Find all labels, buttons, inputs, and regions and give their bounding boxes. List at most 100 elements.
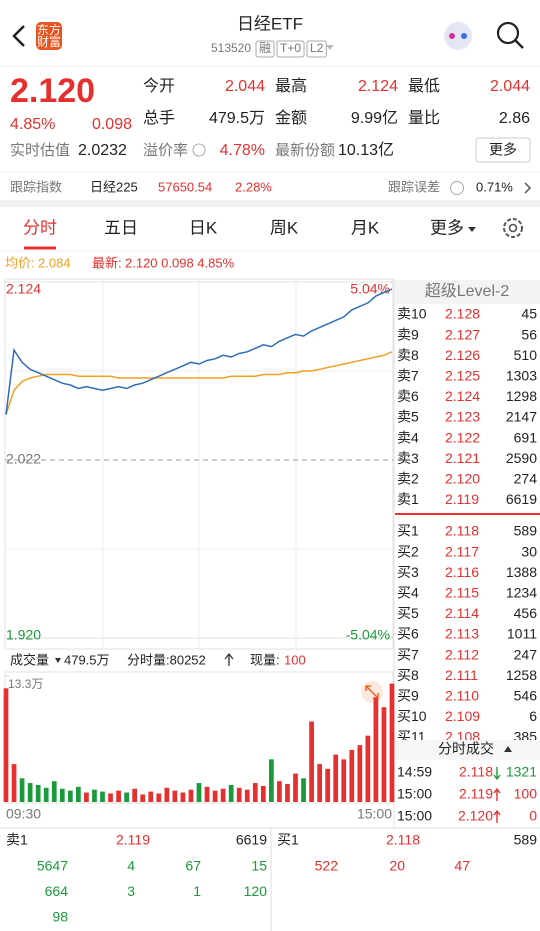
volume-bar	[285, 784, 290, 802]
tab[interactable]: 日K	[189, 218, 218, 237]
book-price: 2.113	[445, 626, 479, 642]
badge: 融	[259, 41, 271, 55]
dropdown-icon	[326, 45, 334, 50]
button-label: 更多	[489, 142, 517, 158]
book-label: 卖8	[397, 347, 419, 363]
page-title: 日经ETF	[237, 14, 303, 33]
chevron[interactable]	[524, 182, 532, 194]
trade-time: 15:00	[397, 808, 432, 824]
level2-title: 超级Level-2	[425, 282, 510, 300]
tab[interactable]: 更多	[430, 218, 464, 237]
back-button[interactable]	[12, 25, 25, 47]
book-volume: 456	[514, 605, 538, 621]
volume-bar	[349, 749, 355, 802]
volume-bar	[67, 790, 73, 802]
pct-tick-label: -5.04%	[346, 627, 390, 643]
volume-bar	[301, 778, 306, 802]
volume-bar	[108, 793, 113, 802]
book-price: 2.120	[445, 471, 480, 487]
book-volume: 546	[514, 688, 538, 704]
help-icon[interactable]	[450, 181, 464, 195]
level2-header	[395, 280, 540, 304]
badge-border	[276, 40, 305, 58]
book-volume: 2147	[506, 409, 537, 425]
volume-bar	[252, 783, 258, 802]
field-value: 0.71%	[476, 179, 513, 194]
dropdown-icon	[504, 746, 512, 752]
x-tick-label: 15:00	[357, 806, 392, 822]
volume-bar	[293, 773, 298, 802]
book-price: 2.127	[445, 326, 480, 342]
robot-eye	[461, 33, 467, 39]
book-volume: 247	[514, 646, 538, 662]
volume-bar	[19, 778, 25, 802]
book-price: 2.118	[445, 523, 479, 539]
volume-bar	[365, 735, 371, 802]
queue-label: 买1	[277, 832, 299, 848]
field-label: 最高	[275, 77, 307, 95]
queue-order: 4	[127, 858, 135, 874]
y-tick-label: 2.022	[6, 451, 41, 467]
tab[interactable]: 分时	[23, 218, 57, 237]
volume-current-label: 现量:	[250, 652, 280, 667]
book-label: 卖2	[397, 471, 419, 487]
volume-bar	[124, 792, 129, 802]
book-volume: 510	[514, 347, 538, 363]
field-label: 最低	[408, 77, 440, 95]
volume-bar	[357, 745, 363, 802]
book-label: 买6	[397, 626, 419, 642]
arrow-icon	[224, 652, 234, 666]
badge: L2	[310, 41, 324, 55]
queue-order: 47	[454, 858, 470, 874]
field-value: 2.0232	[78, 142, 127, 159]
change-amount: 0.098	[92, 116, 132, 133]
trade-price: 2.120	[458, 808, 493, 824]
pct-tick-label: 5.04%	[350, 281, 390, 297]
book-volume: 589	[514, 523, 538, 539]
trade-arrow	[493, 767, 501, 781]
volume-bar	[59, 788, 65, 802]
index-name: 日经225	[90, 179, 138, 194]
trade-arrow	[493, 787, 501, 801]
tab[interactable]: 月K	[351, 218, 380, 237]
field-value: 2.124	[358, 78, 398, 95]
volume-bar	[116, 790, 121, 802]
field-value: 10.13亿	[338, 141, 394, 159]
security-code: 513520	[211, 41, 251, 55]
queue-order: 522	[315, 858, 339, 874]
book-price: 2.109	[445, 708, 480, 724]
volume-bar	[180, 792, 186, 802]
queue-price: 2.119	[116, 832, 150, 848]
logo[interactable]	[36, 22, 62, 50]
book-volume: 45	[521, 306, 537, 322]
book-price: 2.128	[445, 306, 480, 322]
settings-icon[interactable]	[503, 218, 523, 238]
volume-bar	[260, 785, 266, 802]
book-volume: 1303	[506, 368, 537, 384]
volume-bar	[43, 787, 49, 802]
last-price: 2.120	[10, 72, 95, 110]
volume-bar	[236, 787, 242, 802]
volume-bar	[76, 786, 81, 802]
more-button[interactable]	[475, 137, 531, 163]
queue-price: 2.118	[386, 832, 420, 848]
info-icon[interactable]	[192, 143, 206, 157]
search-icon[interactable]	[496, 21, 520, 45]
tab[interactable]: 周K	[270, 218, 299, 237]
expand-arrows	[365, 685, 379, 699]
volume-bar	[156, 793, 162, 802]
volume-bar	[3, 688, 9, 802]
queue-order: 664	[45, 883, 69, 899]
book-price: 2.124	[445, 388, 480, 404]
tab[interactable]: 五日	[104, 218, 138, 237]
volume-label: 成交量	[10, 652, 49, 667]
section-gap	[0, 200, 540, 207]
field-label: 实时估值	[10, 142, 70, 159]
book-price: 2.119	[445, 491, 479, 507]
volume-bar	[317, 764, 322, 802]
trade-volume: 1321	[506, 764, 537, 780]
settings-icon-center	[508, 223, 518, 233]
volume-bar	[228, 784, 234, 802]
robot-icon[interactable]	[444, 22, 472, 50]
volume-bar	[309, 721, 314, 802]
